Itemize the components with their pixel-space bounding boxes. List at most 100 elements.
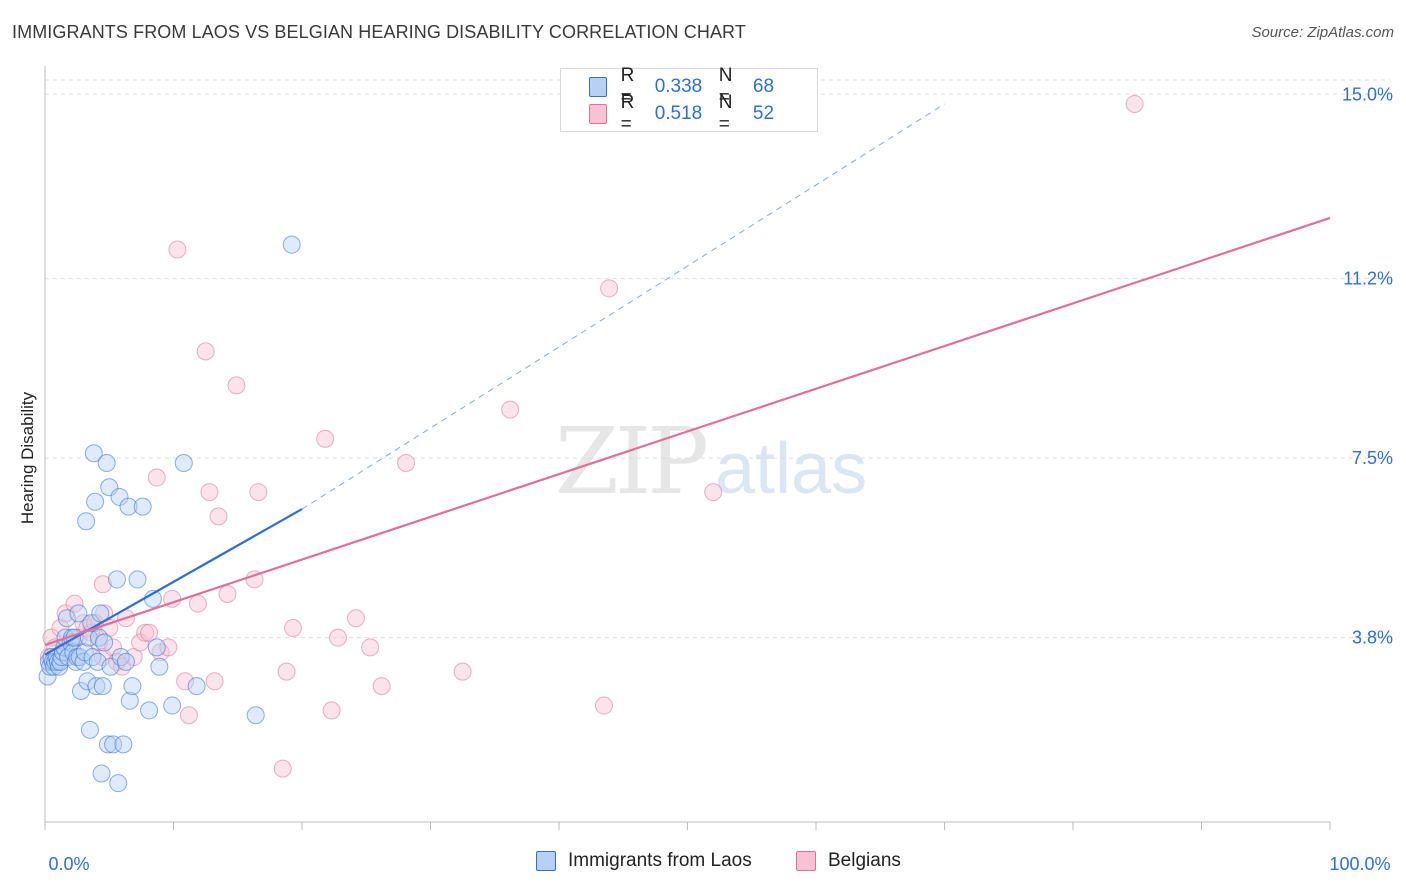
belgians-point [176, 672, 195, 691]
laos-point [89, 628, 108, 647]
laos-point [282, 235, 301, 254]
belgians-point [179, 706, 198, 725]
belgians-point [147, 468, 166, 487]
laos-point [140, 701, 159, 720]
chart-title: IMMIGRANTS FROM LAOS VS BELGIAN HEARING … [12, 22, 746, 42]
laos-point [187, 677, 206, 696]
legend-n-value: 68 [752, 76, 775, 97]
belgians-point [397, 453, 416, 472]
laos-point [95, 633, 114, 652]
laos-point [93, 677, 112, 696]
laos-point [119, 497, 138, 516]
laos-point [116, 652, 135, 671]
x-tick-label: 100.0% [1329, 854, 1390, 874]
belgians-point [594, 696, 613, 715]
laos-point [123, 677, 142, 696]
bottom-legend-belgians: Belgians [796, 850, 901, 872]
laos-point [147, 638, 166, 657]
laos-point [97, 453, 116, 472]
laos-point [69, 604, 88, 623]
y-tick-label: 3.8% [1352, 628, 1393, 648]
correlation-legend: R = 0.338 N = 68 R = 0.518 N = 52 [560, 65, 818, 135]
legend-r-value: 0.518 [654, 103, 703, 124]
legend-r-label: R = [620, 92, 635, 135]
laos-point [133, 497, 152, 516]
laos-point [84, 444, 103, 463]
y-tick-label: 11.2% [1343, 269, 1393, 289]
laos-point [83, 648, 102, 667]
belgians-point [453, 662, 472, 681]
legend-swatch-laos [589, 77, 607, 97]
belgians-point [277, 662, 296, 681]
bottom-legend-swatch-belgians [796, 851, 816, 871]
laos-point [128, 570, 147, 589]
belgians-point [168, 240, 187, 259]
belgians-point [131, 633, 150, 652]
y-tick-label: 7.5% [1352, 448, 1393, 468]
legend-n-value: 52 [752, 103, 775, 124]
laos-point [174, 453, 193, 472]
legend-row-laos: R = 0.338 N = 68 [589, 65, 817, 108]
laos-point [87, 677, 106, 696]
x-tick-label: 0.0% [48, 854, 89, 874]
laos-point [163, 696, 182, 715]
belgians-point [501, 400, 520, 419]
belgians-point [209, 507, 228, 526]
laos-point [107, 570, 126, 589]
watermark-atlas: atlas [715, 429, 868, 509]
belgians-trend-line [44, 216, 1331, 646]
belgians-point [1125, 94, 1144, 113]
source-label: Source: ZipAtlas.com [1251, 24, 1394, 41]
belgians-point [346, 609, 365, 628]
belgians-point [65, 594, 84, 613]
belgians-point [218, 584, 237, 603]
bottom-legend-laos: Immigrants from Laos [536, 850, 752, 872]
belgians-point [284, 618, 303, 637]
legend-swatch-belgians [589, 104, 607, 124]
belgians-point [361, 638, 380, 657]
belgians-point [372, 677, 391, 696]
belgians-point [200, 483, 219, 502]
belgians-point [322, 701, 341, 720]
laos-point [57, 609, 76, 628]
belgians-point [136, 623, 155, 642]
laos-point [98, 735, 117, 754]
belgians-point [205, 672, 224, 691]
laos-point [114, 735, 133, 754]
laos-point [109, 774, 128, 793]
laos-point [150, 657, 169, 676]
belgians-point [227, 376, 246, 395]
belgians-point [188, 594, 207, 613]
legend-n-label: N = [718, 92, 733, 135]
laos-point [120, 691, 139, 710]
belgians-point [245, 570, 264, 589]
belgians-point [140, 623, 159, 642]
belgians-point [704, 483, 723, 502]
belgians-point [273, 759, 292, 778]
laos-point [77, 512, 96, 531]
belgians-point [104, 638, 123, 657]
belgians-point [249, 483, 268, 502]
belgians-point [196, 342, 215, 361]
belgians-point [316, 429, 335, 448]
legend-n-label: N = [718, 65, 733, 108]
belgians-point [93, 575, 112, 594]
laos-point [104, 735, 123, 754]
laos-point [92, 764, 111, 783]
laos-point [74, 652, 93, 671]
laos-point [80, 720, 99, 739]
belgians-point [600, 279, 619, 298]
bottom-legend-swatch-laos [536, 851, 556, 871]
belgians-point [51, 618, 70, 637]
bottom-legend-label-belgians: Belgians [828, 850, 901, 871]
laos-point [110, 487, 129, 506]
laos-point [111, 648, 130, 667]
laos-point [91, 604, 110, 623]
laos-trend-extension [301, 103, 945, 510]
belgians-point [328, 628, 347, 647]
laos-point [246, 706, 265, 725]
legend-r-label: R = [620, 65, 635, 108]
laos-point [86, 492, 105, 511]
y-tick-label: 15.0% [1342, 84, 1393, 104]
